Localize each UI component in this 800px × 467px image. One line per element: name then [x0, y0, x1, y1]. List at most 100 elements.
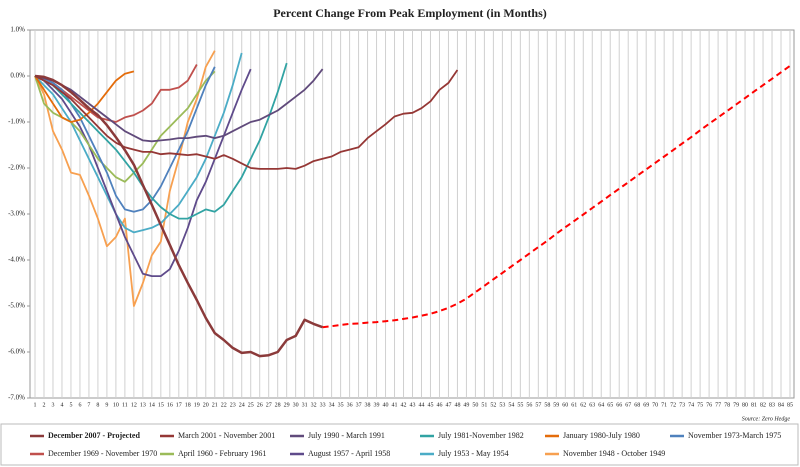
x-tick-label: 8	[96, 402, 99, 408]
x-tick-label: 61	[571, 402, 577, 408]
x-tick-label: 36	[347, 402, 353, 408]
x-tick-label: 46	[436, 402, 442, 408]
x-tick-label: 3	[51, 402, 54, 408]
x-tick-label: 19	[194, 402, 200, 408]
x-tick-label: 55	[517, 402, 523, 408]
y-tick-label: 0.0%	[10, 72, 25, 80]
series-line	[34, 52, 243, 234]
x-tick-label: 62	[580, 402, 586, 408]
x-tick-label: 5	[69, 402, 72, 408]
x-tick-label: 58	[544, 402, 550, 408]
x-tick-label: 33	[320, 402, 326, 408]
chart-title: Percent Change From Peak Employment (in …	[273, 6, 547, 20]
x-tick-label: 69	[643, 402, 649, 408]
legend-label: July 1981-November 1982	[438, 431, 524, 440]
x-tick-label: 84	[778, 402, 784, 408]
x-tick-label: 68	[634, 402, 640, 408]
legend-label: December 1969 - November 1970	[48, 449, 157, 458]
x-tick-label: 83	[769, 402, 775, 408]
x-tick-label: 7	[87, 402, 90, 408]
x-tick-label: 74	[688, 402, 694, 408]
x-tick-label: 39	[374, 402, 380, 408]
legend-label: August 1957 - April 1958	[308, 449, 390, 458]
x-tick-label: 13	[140, 402, 146, 408]
y-tick-label: -5.0%	[8, 302, 25, 310]
x-tick-label: 16	[167, 402, 173, 408]
x-tick-label: 51	[481, 402, 487, 408]
x-tick-label: 42	[401, 402, 407, 408]
x-tick-label: 23	[230, 402, 236, 408]
x-tick-label: 65	[607, 402, 613, 408]
x-tick-label: 27	[266, 402, 272, 408]
y-tick-label: -6.0%	[8, 348, 25, 356]
series-line	[322, 65, 791, 329]
legend-label: July 1953 - May 1954	[438, 449, 509, 458]
x-tick-label: 60	[562, 402, 568, 408]
x-tick-label: 52	[490, 402, 496, 408]
x-tick-label: 41	[392, 402, 398, 408]
x-tick-label: 73	[679, 402, 685, 408]
x-tick-label: 6	[78, 402, 81, 408]
series-line	[34, 68, 324, 143]
x-tick-label: 66	[616, 402, 622, 408]
x-tick-label: 45	[427, 402, 433, 408]
legend-label: November 1948 - October 1949	[563, 449, 665, 458]
x-tick-label: 40	[383, 402, 389, 408]
x-tick-label: 43	[410, 402, 416, 408]
x-tick-label: 24	[239, 402, 245, 408]
x-tick-label: 34	[329, 402, 335, 408]
x-tick-label: 85	[787, 402, 793, 408]
x-tick-label: 54	[508, 402, 514, 408]
x-tick-label: 53	[499, 402, 505, 408]
y-tick-label: -3.0%	[8, 210, 25, 218]
x-tick-label: 76	[706, 402, 712, 408]
legend-label: January 1980-July 1980	[563, 431, 640, 440]
legend-box	[0, 423, 799, 466]
x-tick-label: 26	[257, 402, 263, 408]
y-tick-label: -7.0%	[8, 394, 25, 402]
x-tick-label: 57	[535, 402, 541, 408]
series-line	[34, 74, 324, 358]
source: Source: Zero Hedge	[742, 416, 791, 422]
x-tick-label: 20	[203, 402, 209, 408]
legend-label: July 1990 - March 1991	[308, 431, 385, 440]
x-tick-label: 1	[34, 402, 37, 408]
x-tick-label: 14	[149, 402, 155, 408]
x-tick-label: 72	[670, 402, 676, 408]
x-tick-label: 49	[463, 402, 469, 408]
series-line	[34, 69, 459, 170]
x-tick-label: 63	[589, 402, 595, 408]
series-line	[34, 50, 216, 307]
x-tick-label: 81	[751, 402, 757, 408]
x-tick-label: 15	[158, 402, 164, 408]
x-tick-label: 9	[105, 402, 108, 408]
x-tick-label: 67	[625, 402, 631, 408]
legend-label: November 1973-March 1975	[688, 431, 781, 440]
x-tick-label: 70	[652, 402, 658, 408]
x-tick-label: 71	[661, 402, 667, 408]
y-tick-label: 1.0%	[10, 26, 25, 34]
x-tick-label: 17	[176, 402, 182, 408]
x-tick-label: 50	[472, 402, 478, 408]
x-tick-label: 30	[293, 402, 299, 408]
x-tick-label: 47	[445, 402, 451, 408]
x-tick-label: 10	[113, 402, 119, 408]
x-tick-label: 64	[598, 402, 604, 408]
x-tick-label: 48	[454, 402, 460, 408]
y-tick-label: -4.0%	[8, 256, 25, 264]
x-tick-label: 82	[760, 402, 766, 408]
x-tick-label: 4	[60, 402, 63, 408]
x-tick-label: 28	[275, 402, 281, 408]
x-tick-label: 31	[302, 402, 308, 408]
x-tick-label: 38	[365, 402, 371, 408]
x-tick-label: 77	[715, 402, 721, 408]
x-tick-label: 37	[356, 402, 362, 408]
x-tick-label: 11	[122, 402, 128, 408]
x-tick-label: 29	[284, 402, 290, 408]
x-tick-label: 22	[221, 402, 227, 408]
legend-label: December 2007 - Projected	[48, 431, 140, 440]
x-tick-label: 80	[742, 402, 748, 408]
x-tick-label: 25	[248, 402, 254, 408]
